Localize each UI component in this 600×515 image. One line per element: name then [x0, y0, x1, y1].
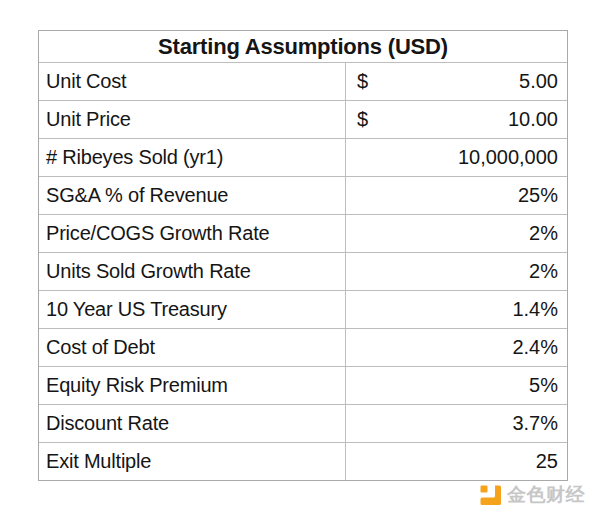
assumption-value-cell: 3.7% — [345, 405, 567, 442]
assumption-value-cell: 2% — [345, 215, 567, 252]
assumption-value: 2% — [529, 222, 558, 245]
table-row: SG&A % of Revenue 25% — [39, 176, 567, 214]
table-row: Units Sold Growth Rate 2% — [39, 252, 567, 290]
assumption-label: Discount Rate — [39, 405, 345, 442]
assumption-label: Unit Price — [39, 101, 345, 138]
table-row: Exit Multiple 25 — [39, 442, 567, 480]
assumption-value-cell: 25 — [345, 443, 567, 480]
assumptions-table-body: Unit Cost $ 5.00 Unit Price $ 10.00 # Ri… — [39, 62, 567, 480]
assumption-value: 1.4% — [512, 298, 558, 321]
assumption-value-cell: 2.4% — [345, 329, 567, 366]
assumption-value-cell: $ 10.00 — [345, 101, 567, 138]
table-row: Price/COGS Growth Rate 2% — [39, 214, 567, 252]
table-row: # Ribeyes Sold (yr1) 10,000,000 — [39, 138, 567, 176]
assumption-value: 10.00 — [508, 108, 558, 131]
watermark: 金色财经 — [479, 483, 585, 507]
table-row: Equity Risk Premium 5% — [39, 366, 567, 404]
table-row: Cost of Debt 2.4% — [39, 328, 567, 366]
assumption-label: Exit Multiple — [39, 443, 345, 480]
assumption-value-cell: 25% — [345, 177, 567, 214]
jinse-finance-logo-icon — [479, 483, 503, 507]
assumption-value-cell: 2% — [345, 253, 567, 290]
assumption-label: SG&A % of Revenue — [39, 177, 345, 214]
assumptions-table: Starting Assumptions (USD) Unit Cost $ 5… — [38, 30, 568, 481]
assumption-value-cell: 10,000,000 — [345, 139, 567, 176]
assumption-value: 2% — [529, 260, 558, 283]
assumption-label: Units Sold Growth Rate — [39, 253, 345, 290]
assumption-value: 5% — [529, 374, 558, 397]
assumption-value: 2.4% — [512, 336, 558, 359]
table-title: Starting Assumptions (USD) — [39, 31, 567, 62]
assumption-value-cell: 1.4% — [345, 291, 567, 328]
currency-symbol: $ — [357, 108, 368, 131]
assumption-value: 10,000,000 — [458, 146, 558, 169]
table-row: 10 Year US Treasury 1.4% — [39, 290, 567, 328]
assumption-label: Cost of Debt — [39, 329, 345, 366]
table-row: Unit Price $ 10.00 — [39, 100, 567, 138]
table-row: Discount Rate 3.7% — [39, 404, 567, 442]
assumption-label: Price/COGS Growth Rate — [39, 215, 345, 252]
page: Starting Assumptions (USD) Unit Cost $ 5… — [0, 0, 600, 515]
assumption-value-cell: $ 5.00 — [345, 63, 567, 100]
assumption-value: 25% — [518, 184, 558, 207]
assumption-value: 5.00 — [519, 70, 558, 93]
assumption-value: 3.7% — [512, 412, 558, 435]
assumption-label: Unit Cost — [39, 63, 345, 100]
currency-symbol: $ — [357, 70, 368, 93]
assumption-label: 10 Year US Treasury — [39, 291, 345, 328]
watermark-text: 金色财经 — [507, 483, 585, 507]
assumption-value-cell: 5% — [345, 367, 567, 404]
table-row: Unit Cost $ 5.00 — [39, 62, 567, 100]
assumption-label: Equity Risk Premium — [39, 367, 345, 404]
assumption-value: 25 — [536, 450, 558, 473]
assumption-label: # Ribeyes Sold (yr1) — [39, 139, 345, 176]
